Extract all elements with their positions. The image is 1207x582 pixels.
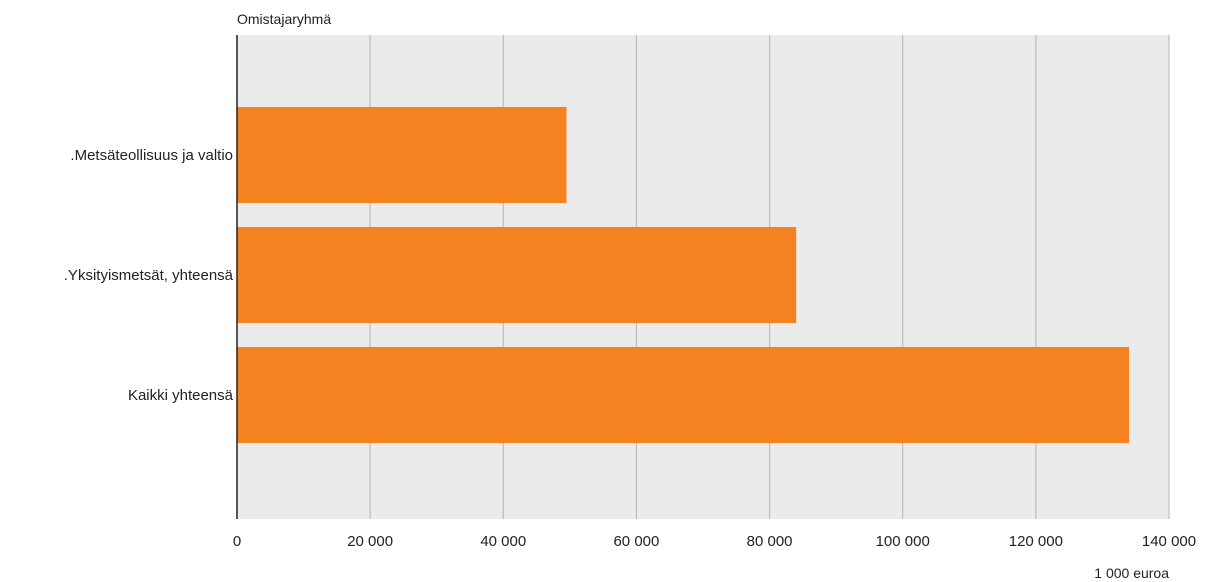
bar [237, 107, 567, 203]
x-tick-label: 60 000 [613, 533, 659, 550]
category-label: .Yksityismetsät, yhteensä [64, 267, 234, 284]
x-tick-label: 80 000 [747, 533, 793, 550]
x-tick-label: 20 000 [347, 533, 393, 550]
category-labels: .Metsäteollisuus ja valtio .Yksityismetsä… [64, 147, 234, 404]
x-tick-labels: 0 20 000 40 000 60 000 80 000 100 000 120 000 1… [233, 533, 1196, 550]
bar [237, 227, 797, 323]
x-tick-label: 40 000 [480, 533, 526, 550]
bar [237, 347, 1130, 443]
x-tick-label: 120 000 [1009, 533, 1063, 550]
x-tick-label: 0 [233, 533, 241, 550]
bars [237, 107, 1130, 443]
category-label: Kaikki yhteensä [128, 387, 234, 404]
x-tick-label: 140 000 [1142, 533, 1196, 550]
y-axis-title: Omistajaryhmä [237, 11, 331, 27]
category-label: .Metsäteollisuus ja valtio [70, 147, 233, 164]
x-tick-label: 100 000 [876, 533, 930, 550]
x-axis-title: 1 000 euroa [1094, 565, 1169, 581]
